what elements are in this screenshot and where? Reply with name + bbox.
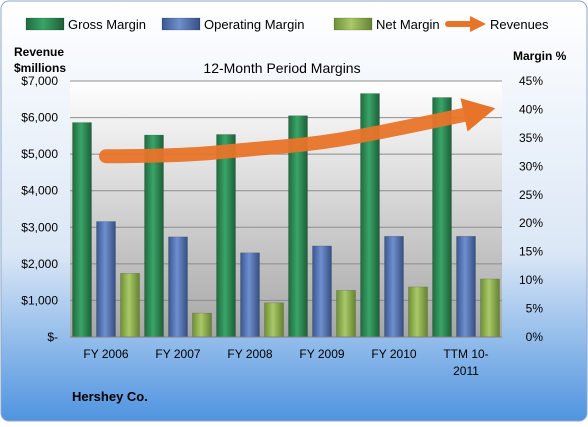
right-axis-ticks: 0% 5% 10% 15% 20% 25% 30% 35% 40% 45% xyxy=(519,74,543,344)
bar-net-margin xyxy=(264,302,284,338)
right-tick-label: 35% xyxy=(519,131,543,145)
bar-net-margin xyxy=(480,278,500,338)
x-tick-label: FY 2010 xyxy=(371,347,416,361)
x-axis-ticks: FY 2006 FY 2007 FY 2008 FY 2009 FY 2010 TTM 1… xyxy=(83,347,488,378)
x-tick-label: FY 2006 xyxy=(83,347,128,361)
x-tick-label: 2011 xyxy=(453,364,479,378)
chart-title: 12-Month Period Margins xyxy=(203,60,360,76)
legend: Gross Margin Operating Margin Net Margin Re… xyxy=(25,16,549,32)
left-tick-label: $- xyxy=(47,330,58,344)
x-tick-label: FY 2008 xyxy=(227,347,272,361)
left-axis-label-line2: $millions xyxy=(14,61,66,75)
x-tick-label: FY 2009 xyxy=(299,347,344,361)
bar-gross-margin xyxy=(144,134,164,338)
right-tick-label: 20% xyxy=(519,216,543,230)
right-tick-label: 25% xyxy=(519,188,543,202)
legend-label: Operating Margin xyxy=(204,17,304,32)
right-tick-label: 15% xyxy=(519,245,543,259)
right-tick-label: 30% xyxy=(519,159,543,173)
right-tick-label: 10% xyxy=(519,273,543,287)
left-tick-label: $3,000 xyxy=(21,220,58,234)
bar-operating-margin xyxy=(168,236,188,338)
bar-operating-margin xyxy=(312,245,332,338)
bar-operating-margin xyxy=(384,236,404,338)
right-tick-label: 45% xyxy=(519,74,543,88)
legend-label: Gross Margin xyxy=(68,17,146,32)
left-tick-label: $6,000 xyxy=(21,111,58,125)
bar-net-margin xyxy=(192,312,212,338)
company-name: Hershey Co. xyxy=(72,389,148,404)
bar-gross-margin xyxy=(432,97,452,338)
bar-operating-margin xyxy=(96,221,116,338)
left-tick-label: $1,000 xyxy=(21,293,58,307)
bar-gross-margin xyxy=(72,122,92,338)
bar-net-margin xyxy=(120,273,140,338)
left-tick-label: $7,000 xyxy=(21,74,58,88)
legend-label: Net Margin xyxy=(376,17,440,32)
right-tick-label: 0% xyxy=(526,330,544,344)
x-tick-label: TTM 10- xyxy=(443,347,488,361)
revenue-arrowhead xyxy=(460,98,496,132)
bar-operating-margin xyxy=(456,236,476,338)
left-tick-label: $4,000 xyxy=(21,184,58,198)
right-axis-label: Margin % xyxy=(513,49,567,63)
revenue-line-path xyxy=(99,107,472,164)
left-axis-ticks: $- $1,000 $2,000 $3,000 $4,000 $5,000 $6,000 $7… xyxy=(21,74,58,344)
bar-net-margin xyxy=(336,290,356,338)
bar-operating-margin xyxy=(240,252,260,338)
left-tick-label: $2,000 xyxy=(21,257,58,271)
bars xyxy=(72,93,500,338)
legend-swatch-net-margin xyxy=(333,17,373,31)
left-tick-label: $5,000 xyxy=(21,147,58,161)
legend-label: Revenues xyxy=(490,17,549,32)
right-tick-label: 5% xyxy=(526,302,544,316)
bar-gross-margin xyxy=(216,134,236,338)
legend-swatch-revenues-head xyxy=(470,16,486,32)
right-tick-label: 40% xyxy=(519,102,543,116)
legend-swatch-operating-margin xyxy=(161,17,201,31)
bar-net-margin xyxy=(408,286,428,338)
x-tick-label: FY 2007 xyxy=(155,347,200,361)
legend-swatch-gross-margin xyxy=(25,17,65,31)
left-axis-label-line1: Revenue xyxy=(14,45,64,59)
revenue-line xyxy=(99,98,496,164)
